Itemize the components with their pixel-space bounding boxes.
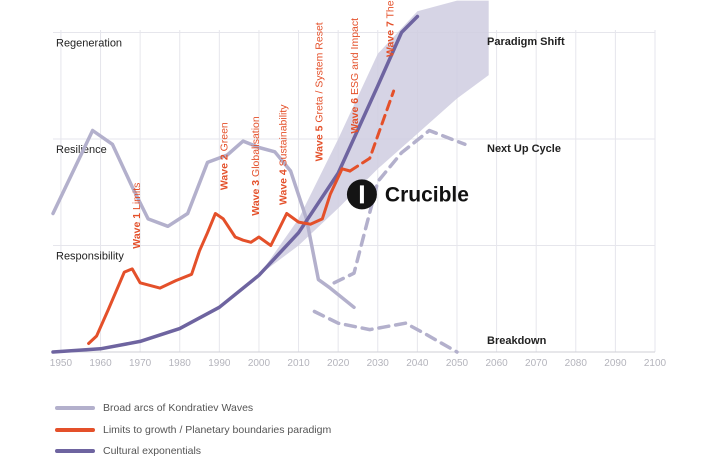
- legend-item-exponential: Cultural exponentials: [55, 444, 201, 458]
- x-tick-label-2000: 2000: [248, 358, 271, 369]
- x-tick-label-2060: 2060: [485, 358, 508, 369]
- legend-item-kondratiev: Broad arcs of Kondratiev Waves: [55, 401, 253, 415]
- x-tick-label-2050: 2050: [446, 358, 469, 369]
- wave-label-text: Green: [218, 122, 230, 154]
- crucible-marker-slot: [359, 185, 364, 204]
- wave-label-6: Wave 6 ESG and Impact: [349, 18, 361, 134]
- wave-label-2: Wave 2 Green: [218, 122, 230, 190]
- x-tick-label-2010: 2010: [287, 358, 310, 369]
- paradigm-shift-band: [258, 0, 489, 276]
- series-line-limits-to-growth-planetary-boundaries-paradigm: [87, 167, 352, 345]
- end-label-breakdown: Breakdown: [487, 335, 547, 347]
- end-label-paradigm-shift: Paradigm Shift: [487, 36, 565, 48]
- crucible-label: Crucible: [385, 183, 469, 206]
- wave-label-7: Wave 7 The Big One: [385, 0, 397, 57]
- band-label-responsibility: Responsibility: [56, 251, 124, 263]
- x-tick-label-2100: 2100: [644, 358, 667, 369]
- legend-swatch-kondratiev: [55, 406, 95, 410]
- x-tick-label-1980: 1980: [169, 358, 192, 369]
- wave-label-5: Wave 5 Greta / System Reset: [313, 22, 325, 161]
- x-tick-label-2090: 2090: [604, 358, 627, 369]
- legend-label-limits: Limits to growth / Planetary boundaries …: [103, 424, 332, 436]
- x-tick-label-1950: 1950: [50, 358, 73, 369]
- x-tick-label-1960: 1960: [89, 358, 112, 369]
- wave-label-text: Sustainability: [278, 104, 290, 170]
- x-tick-label-1970: 1970: [129, 358, 152, 369]
- wave-label-number: Wave 5: [313, 125, 325, 161]
- end-label-next-up-cycle: Next Up Cycle: [487, 143, 561, 155]
- x-tick-label-2070: 2070: [525, 358, 548, 369]
- wave-label-number: Wave 1: [131, 213, 143, 249]
- x-tick-label-1990: 1990: [208, 358, 231, 369]
- wave-label-1: Wave 1 Limits: [131, 183, 143, 249]
- wave-label-text: The Big One: [385, 0, 397, 21]
- wave-label-text: Limits: [131, 183, 143, 213]
- legend-swatch-exponential: [55, 449, 95, 453]
- series-line-next-up-cycle: [332, 128, 467, 285]
- x-tick-label-2030: 2030: [367, 358, 390, 369]
- series-line-cultural-exponentials: [51, 14, 420, 354]
- legend-label-kondratiev: Broad arcs of Kondratiev Waves: [103, 402, 254, 414]
- wave-label-number: Wave 2: [218, 154, 230, 190]
- series-line-broad-arcs-of-kondratiev-waves: [51, 128, 356, 310]
- wave-label-number: Wave 7: [385, 21, 397, 57]
- wave-label-4: Wave 4 Sustainability: [278, 104, 290, 205]
- wave-label-number: Wave 6: [349, 98, 361, 134]
- wave-label-number: Wave 3: [250, 180, 262, 216]
- wave-label-number: Wave 4: [278, 169, 290, 205]
- band-label-regeneration: Regeneration: [56, 38, 122, 50]
- wave-label-text: Globalisation: [250, 116, 262, 180]
- legend-label-exponential: Cultural exponentials: [103, 445, 202, 457]
- legend-item-limits: Limits to growth / Planetary boundaries …: [55, 423, 331, 437]
- series-line-breakdown: [312, 309, 459, 354]
- x-tick-label-2040: 2040: [406, 358, 429, 369]
- series-line-limits-to-growth-planetary-boundaries-paradigm-projection: [348, 89, 396, 173]
- legend-swatch-limits: [55, 428, 95, 432]
- wave-label-text: Greta / System Reset: [313, 22, 325, 125]
- kondratiev-waves-chart: RegenerationResilienceResponsibility1950…: [50, 0, 667, 369]
- wave-label-text: ESG and Impact: [349, 18, 361, 98]
- x-tick-label-2080: 2080: [565, 358, 588, 369]
- x-tick-label-2020: 2020: [327, 358, 350, 369]
- wave-label-3: Wave 3 Globalisation: [250, 116, 262, 216]
